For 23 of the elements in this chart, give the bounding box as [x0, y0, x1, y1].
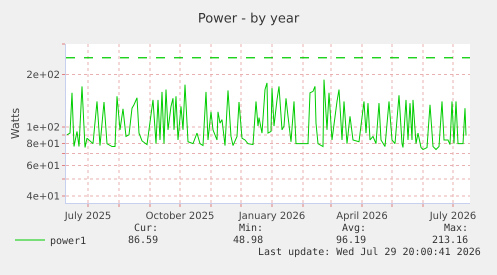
text: Avg: [342, 223, 366, 234]
x-tick-label: July 2026 [428, 211, 476, 222]
y-tick-label: 1e+02 [26, 122, 60, 134]
y-tick-label: 4e+01 [26, 191, 60, 202]
text: 213.16 [432, 235, 468, 246]
chart-title: Power - by year [198, 12, 300, 27]
legend-label: power1 [50, 236, 86, 247]
y-tick-label: 6e+01 [26, 160, 60, 172]
text: 48.98 [233, 235, 264, 246]
line-series [66, 79, 466, 150]
text: Cur: [134, 223, 158, 234]
x-tick-label: October 2025 [146, 211, 214, 222]
text: Min: [239, 223, 264, 234]
text: Last update: Wed Jul 29 20:00:41 2026 [258, 247, 481, 258]
x-tick-label: July 2025 [64, 211, 112, 222]
x-tick-label: April 2026 [336, 211, 388, 222]
text: Max: [444, 223, 468, 234]
y-tick-label: 2e+02 [26, 70, 60, 82]
y-axis-title: Watts [9, 108, 22, 140]
x-tick-label: January 2026 [238, 211, 306, 222]
text: 86.59 [128, 235, 158, 246]
y-tick-label: 8e+01 [26, 139, 60, 150]
text: 96.19 [336, 235, 366, 246]
